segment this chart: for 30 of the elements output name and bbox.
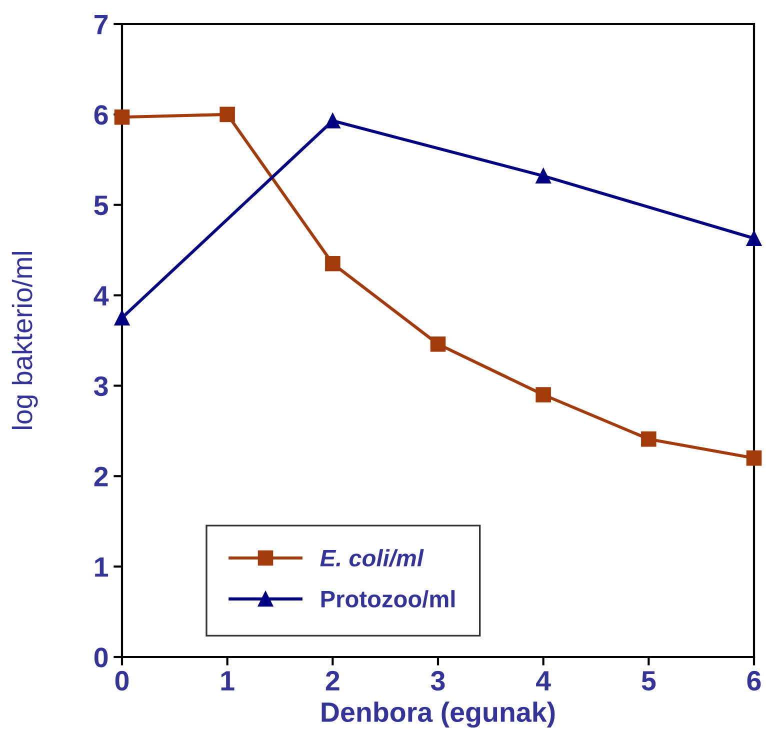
x-tick-label: 4 — [536, 671, 551, 690]
y-tick-label: 5 — [94, 196, 108, 216]
legend-label: E. coli/ml — [320, 549, 424, 567]
y-tick-label: 2 — [94, 466, 108, 486]
point — [114, 310, 130, 326]
x-tick-label: 1 — [221, 671, 234, 690]
point — [641, 431, 656, 447]
x-axis-title: Denbora (egunak) — [322, 702, 555, 728]
x-tick-label: 2 — [326, 670, 340, 690]
legend-label: Protozoo/ml — [321, 590, 455, 608]
point — [746, 230, 762, 246]
x-tick-label: 0 — [115, 670, 129, 691]
y-tick-label: 6 — [94, 105, 108, 125]
x-tick-label: 5 — [642, 671, 656, 691]
point — [536, 168, 551, 184]
y-axis-title: log bakterio/ml — [12, 252, 38, 429]
point — [220, 106, 235, 122]
x-tick-label: 3 — [430, 670, 445, 691]
point — [114, 110, 130, 125]
x-tick-label: 6 — [747, 670, 761, 691]
point — [325, 113, 340, 128]
point — [536, 387, 551, 402]
point — [325, 256, 340, 272]
y-tick-label: 7 — [94, 14, 108, 34]
y-tick-label: 0 — [94, 648, 108, 668]
y-tick-label: 3 — [94, 376, 108, 396]
point — [746, 450, 762, 466]
y-tick-label: 4 — [94, 286, 109, 306]
point — [430, 336, 446, 352]
y-tick-label: 1 — [95, 558, 108, 577]
